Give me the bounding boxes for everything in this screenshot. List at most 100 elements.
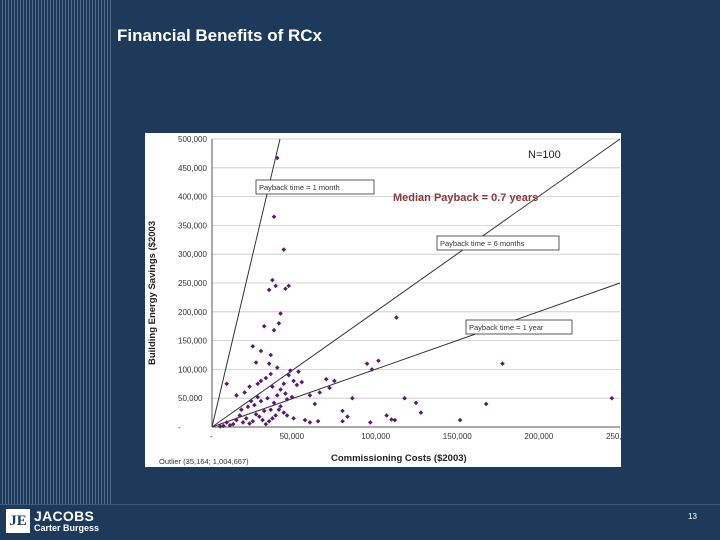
data-point [274,365,280,370]
y-tick-label: 400,000 [178,193,207,202]
payback-label: Payback time = 6 months [440,239,525,248]
data-point [278,387,283,392]
data-point [253,360,259,365]
data-point [299,379,305,385]
y-tick-label: 150,000 [178,337,207,346]
data-point [253,412,259,417]
data-point [268,371,274,377]
data-point [245,404,251,410]
data-point [283,286,288,292]
data-point [266,361,272,366]
data-point [266,287,272,293]
median-annotation: Median Payback = 0.7 years [393,192,538,204]
data-point [224,381,229,387]
data-point [307,420,313,425]
data-point [418,410,424,415]
y-tick-label: 200,000 [178,308,207,317]
data-point [227,422,233,428]
data-point [261,323,267,329]
data-point [248,398,254,404]
y-tick-label: 300,000 [178,250,207,259]
data-point [376,358,381,364]
data-point [217,424,223,429]
data-point [276,407,282,413]
data-point [364,361,370,366]
n-annotation: N=100 [528,149,561,161]
data-point [312,401,318,407]
data-point [260,417,265,423]
data-point [283,391,288,396]
payback-label-box [436,235,560,251]
x-tick-label: 50,000 [280,432,305,441]
data-point [392,417,398,423]
data-point [294,382,300,388]
data-point [413,400,419,406]
data-point [332,378,337,384]
data-point [263,421,269,427]
data-point [291,378,296,384]
data-point [389,417,394,422]
data-point [271,400,277,406]
data-point [307,393,313,398]
data-point [340,408,345,414]
data-point [274,393,280,398]
logo-subtitle: Carter Burgess [34,523,100,533]
data-point [257,414,262,419]
x-axis-label: Commissioning Costs ($2003) [331,453,467,464]
data-point [274,155,280,161]
data-point [268,352,274,358]
data-point [250,418,256,424]
x-tick-label: 250,000 [606,432,621,441]
data-point [284,397,290,402]
data-point [270,277,275,283]
data-point [291,416,296,421]
data-point [278,403,283,409]
data-point [258,378,264,384]
chart-svg: - 50,000 100,000 150,000 200,000 250,000 300,0… [147,135,621,466]
x-tick-label: 150,000 [443,432,472,441]
data-point [281,410,287,415]
data-point [273,283,278,289]
data-point [609,395,615,401]
outlier-annotation: Outlier (35,164; 1,004,667) [159,457,249,466]
y-tick-label: 250,000 [178,279,207,288]
data-point [286,283,292,289]
data-point [265,395,270,401]
y-tick-label: 500,000 [178,135,207,144]
footer-divider [0,504,720,505]
y-tick-label: 100,000 [178,365,207,374]
data-point [281,247,287,252]
payback-label-box [465,319,573,335]
data-point [315,418,321,424]
data-point [384,413,389,418]
slide-title: Financial Benefits of RCx [117,26,322,45]
jacobs-logo: JE JACOBS Carter Burgess [6,507,116,535]
x-tick-label: 100,000 [361,432,390,441]
data-point [289,394,295,400]
data-point [302,417,308,423]
data-point [345,414,350,419]
data-point [276,321,282,326]
y-axis-label: Building Energy Savings ($2003 [147,221,158,365]
data-point [240,420,246,425]
y-tick-label: 450,000 [178,164,207,173]
data-point [270,384,275,389]
data-point [270,416,275,421]
x-tick-label: - [210,432,213,441]
data-point [250,344,256,349]
data-point [296,369,301,375]
payback-line [211,138,621,428]
data-point [323,376,329,382]
decorative-stripes [0,0,112,505]
data-point [317,390,323,395]
data-point [234,393,239,398]
data-point [258,348,264,354]
data-point [243,416,249,421]
data-point [402,395,407,401]
data-point [350,395,355,401]
logo-name: JACOBS [34,508,95,524]
payback-label: Payback time = 1 month [259,183,340,192]
data-point [368,420,373,425]
data-point [247,384,252,389]
data-point [369,367,375,372]
